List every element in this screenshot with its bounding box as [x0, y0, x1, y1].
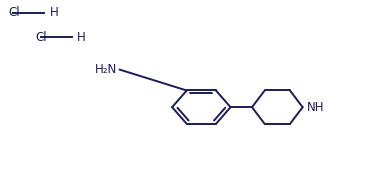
Text: H₂N: H₂N	[95, 63, 118, 76]
Text: Cl: Cl	[9, 6, 20, 19]
Text: Cl: Cl	[36, 31, 47, 44]
Text: H: H	[77, 31, 85, 44]
Text: NH: NH	[307, 101, 325, 114]
Text: H: H	[49, 6, 58, 19]
